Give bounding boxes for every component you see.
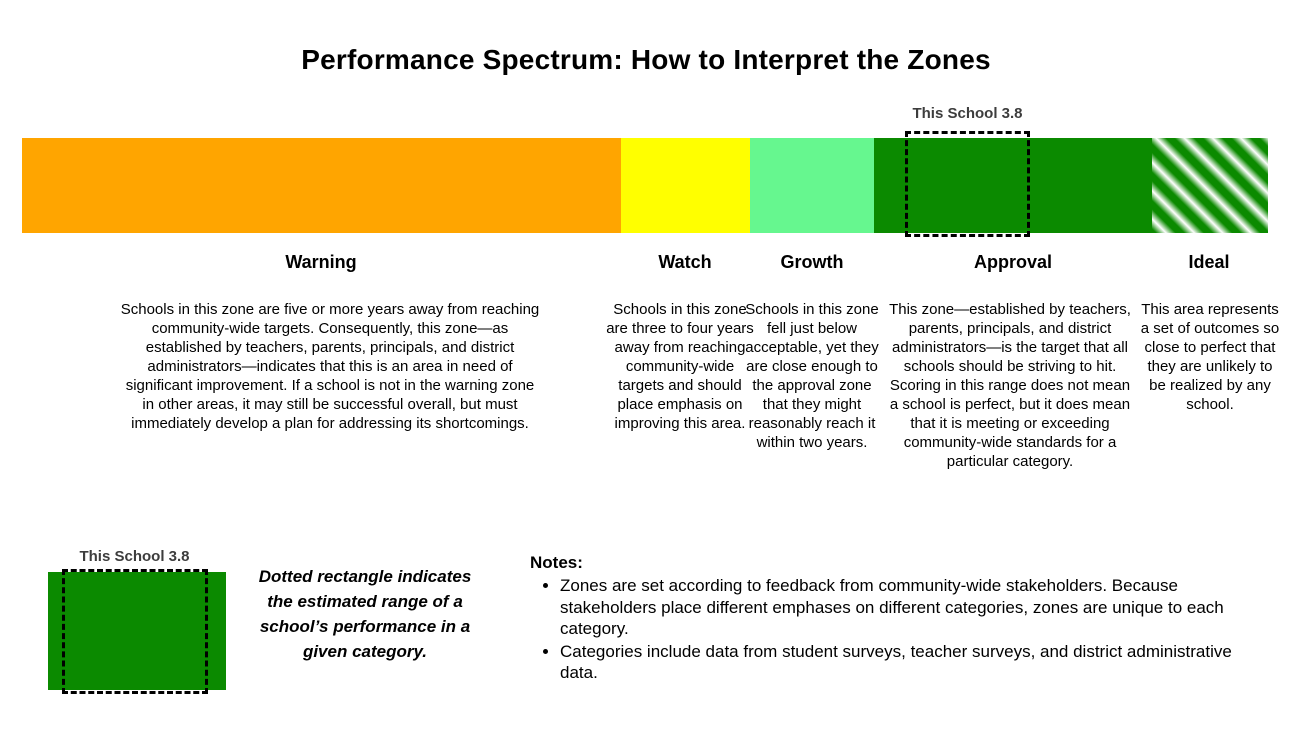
zone-label-warning: Warning <box>285 252 357 272</box>
zone-label-growth: Growth <box>780 252 844 272</box>
zone-bar-approval <box>874 138 1152 233</box>
notes-list: Zones are set according to feedback from… <box>530 575 1252 684</box>
note-item: Categories include data from student sur… <box>560 641 1252 684</box>
zone-description-ideal: This area represents a set of outcomes s… <box>1140 301 1280 413</box>
note-item: Zones are set according to feedback from… <box>560 575 1252 640</box>
zone-description-watch: Schools in this zone are three to four y… <box>606 301 754 432</box>
zone-bar-growth <box>750 138 874 233</box>
performance-spectrum-bar <box>22 138 1268 233</box>
zone-description-approval: This zone—established by teachers, paren… <box>889 301 1131 470</box>
zone-bar-ideal <box>1152 138 1268 233</box>
zone-label-watch: Watch <box>658 252 712 272</box>
zone-label-approval: Approval <box>973 252 1053 272</box>
legend-marker-label: This School 3.8 <box>79 548 190 565</box>
legend-zone-swatch <box>48 572 226 690</box>
zone-label-ideal: Ideal <box>1188 252 1230 272</box>
zone-bar-warning <box>22 138 621 233</box>
school-marker-label: This School 3.8 <box>912 105 1023 122</box>
zone-description-warning: Schools in this zone are five or more ye… <box>120 301 540 432</box>
notes-heading: Notes: <box>530 553 583 572</box>
legend-dotted-rectangle <box>62 569 208 694</box>
zone-bar-watch <box>621 138 750 233</box>
school-marker-dotted-rectangle <box>905 131 1030 237</box>
zone-description-growth: Schools in this zone fell just below acc… <box>745 301 879 451</box>
notes-section: Notes: Zones are set according to feedba… <box>530 553 1252 685</box>
page-title: Performance Spectrum: How to Interpret t… <box>301 44 991 75</box>
legend-caption: Dotted rectangle indicates the estimated… <box>258 567 472 661</box>
